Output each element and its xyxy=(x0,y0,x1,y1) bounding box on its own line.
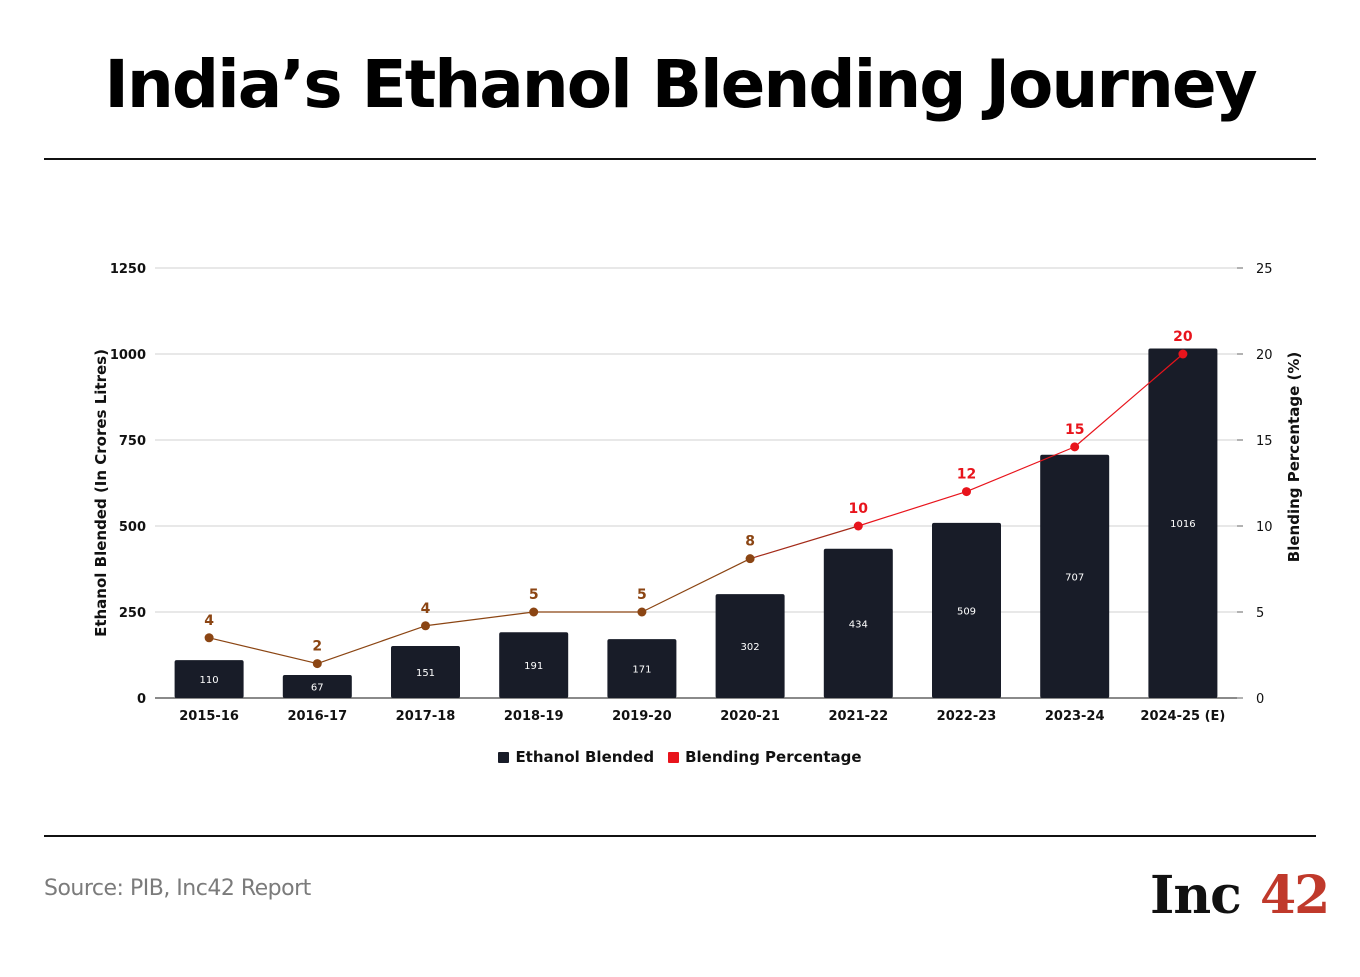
bar-value-label: 434 xyxy=(849,619,868,630)
line-value-label: 15 xyxy=(1065,422,1084,438)
bar-value-label: 707 xyxy=(1065,572,1084,583)
chart-title: India’s Ethanol Blending Journey xyxy=(104,46,1257,123)
line-value-label: 20 xyxy=(1173,329,1193,345)
line-value-label: 5 xyxy=(637,587,647,603)
x-tick-label: 2019-20 xyxy=(612,709,672,724)
x-tick-label: 2022-23 xyxy=(937,709,997,724)
legend-item-ethanol-blended: Ethanol Blended xyxy=(498,748,654,766)
series-line-segment xyxy=(749,525,859,560)
top-divider xyxy=(44,158,1316,160)
y-tick-label: 500 xyxy=(119,520,146,535)
y-tick-label: 0 xyxy=(137,692,146,707)
chart-legend: Ethanol Blended Blending Percentage xyxy=(0,748,1360,766)
line-point xyxy=(1070,442,1080,452)
bar-value-label: 151 xyxy=(416,668,435,679)
y-tick-label: 1250 xyxy=(110,262,146,277)
bar xyxy=(174,660,244,698)
line-point xyxy=(529,607,539,617)
bar xyxy=(499,632,569,698)
line-point xyxy=(421,621,430,631)
legend-swatch-bar xyxy=(498,751,510,763)
bar xyxy=(1148,348,1218,698)
bar-value-label: 67 xyxy=(311,682,324,693)
x-tick-label: 2016-17 xyxy=(287,709,347,724)
legend-swatch-line xyxy=(668,751,680,763)
series-line-segment xyxy=(966,446,1075,493)
bar xyxy=(1040,454,1110,698)
y2-tick-label: 5 xyxy=(1256,606,1264,621)
bar-value-label: 302 xyxy=(741,642,760,653)
bar-value-label: 110 xyxy=(200,675,219,686)
legend-label-blending-percentage: Blending Percentage xyxy=(685,748,862,766)
x-tick-label: 2015-16 xyxy=(179,709,239,724)
x-tick-label: 2018-19 xyxy=(504,709,564,724)
line-value-label: 5 xyxy=(529,587,539,603)
series-line-segment xyxy=(858,491,967,527)
bar-value-label: 509 xyxy=(957,606,976,617)
line-value-label: 4 xyxy=(421,601,431,617)
bar xyxy=(932,522,1001,698)
line-value-label: 12 xyxy=(957,467,976,483)
line-value-label: 4 xyxy=(204,613,214,629)
y-tick-label: 250 xyxy=(119,606,146,621)
line-point xyxy=(1178,349,1188,359)
bar-value-label: 1016 xyxy=(1170,519,1195,530)
bar xyxy=(715,594,785,698)
legend-item-blending-percentage: Blending Percentage xyxy=(668,748,862,766)
y-tick-label: 750 xyxy=(119,434,146,449)
line-point xyxy=(204,633,214,643)
y-axis-title: Ethanol Blended (In Crores Litres) xyxy=(92,349,110,637)
bar-value-label: 171 xyxy=(632,665,651,676)
source-note: Source: PIB, Inc42 Report xyxy=(44,876,311,901)
line-point xyxy=(962,487,971,497)
logo-number: 42 xyxy=(1260,865,1330,926)
x-tick-label: 2021-22 xyxy=(828,709,888,724)
bar xyxy=(391,646,460,698)
line-point xyxy=(312,659,322,669)
bar xyxy=(823,548,893,698)
series-line-segment xyxy=(208,637,318,665)
series-line-segment xyxy=(317,625,426,665)
y2-axis-title: Blending Percentage (%) xyxy=(1285,352,1303,562)
y2-tick-label: 15 xyxy=(1256,434,1273,449)
line-point xyxy=(745,554,755,564)
y2-tick-label: 0 xyxy=(1256,692,1264,707)
y-tick-label: 1000 xyxy=(110,348,146,363)
x-tick-label: 2023-24 xyxy=(1045,709,1105,724)
line-point xyxy=(853,521,863,531)
series-line-segment xyxy=(641,558,751,613)
y2-tick-label: 20 xyxy=(1256,348,1273,363)
x-tick-label: 2017-18 xyxy=(396,709,456,724)
y2-tick-label: 25 xyxy=(1256,262,1273,277)
bar-value-label: 191 xyxy=(524,661,543,672)
series-line-segment xyxy=(1074,353,1184,448)
series-line-segment xyxy=(425,611,534,627)
line-value-label: 2 xyxy=(312,639,322,655)
x-tick-label: 2024-25 (E) xyxy=(1140,709,1225,724)
bar xyxy=(282,674,352,698)
line-value-label: 8 xyxy=(745,534,755,550)
legend-label-ethanol-blended: Ethanol Blended xyxy=(515,748,655,766)
x-tick-label: 2020-21 xyxy=(720,709,780,724)
line-point xyxy=(637,607,647,617)
bottom-divider xyxy=(44,835,1316,837)
logo-text: Inc xyxy=(1150,865,1242,926)
line-value-label: 10 xyxy=(849,501,869,517)
y2-tick-label: 10 xyxy=(1256,520,1273,535)
inc42-logo: Inc 42 xyxy=(1150,866,1330,926)
bar xyxy=(607,639,677,698)
